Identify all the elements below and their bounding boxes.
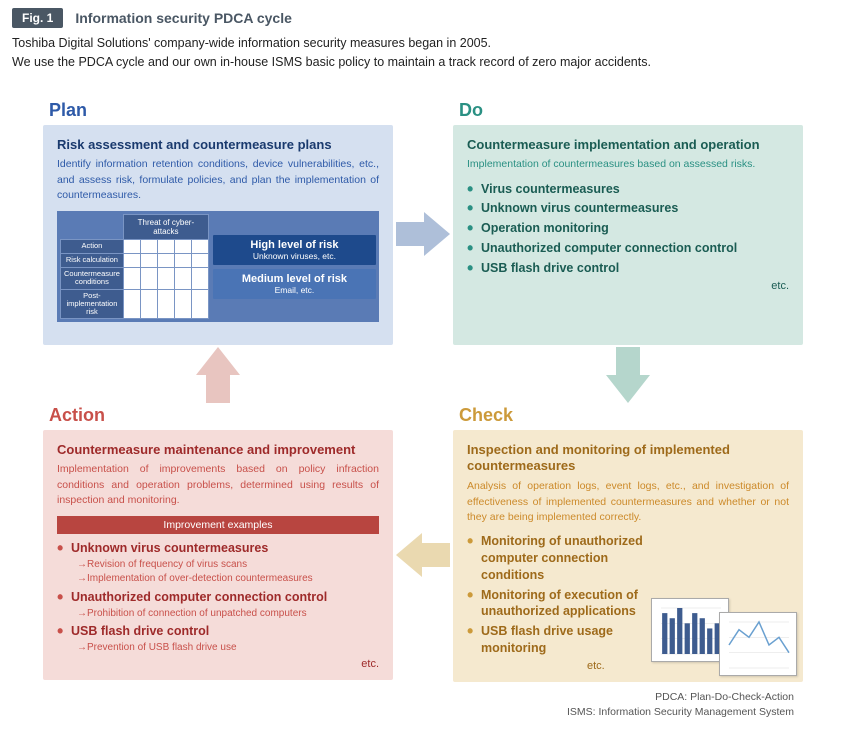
do-label: Do [453,100,803,121]
action-item-1-sub-0: →Prohibition of connection of unpatched … [71,607,379,621]
do-box: Countermeasure implementation and operat… [453,125,803,345]
arrow-plan-do [393,100,453,345]
check-heading: Inspection and monitoring of implemented… [467,442,789,476]
plan-risk-table: Threat of cyber-attacks Action Risk calc… [57,211,379,322]
figure-title: Information security PDCA cycle [75,10,292,26]
action-item-0-sub-0: →Revision of frequency of virus scans [71,558,379,572]
figure-header: Fig. 1 Information security PDCA cycle [12,8,834,28]
intro-text: Toshiba Digital Solutions' company-wide … [12,34,834,72]
do-list: Virus countermeasures Unknown virus count… [467,181,789,277]
plan-label: Plan [43,100,393,121]
action-item-1: Unauthorized computer connection control… [57,589,379,620]
do-item-1: Unknown virus countermeasures [467,200,789,217]
risk-high-tag: High level of risk Unknown viruses, etc. [213,235,376,265]
check-box: Inspection and monitoring of implemented… [453,430,803,683]
do-item-2: Operation monitoring [467,220,789,237]
plan-row-1: Risk calculation [61,254,124,268]
action-heading: Countermeasure maintenance and improveme… [57,442,379,459]
plan-table-header: Threat of cyber-attacks [123,215,208,240]
figure-badge: Fig. 1 [12,8,63,28]
plan-row-2: Countermeasure conditions [61,268,124,290]
footer-line1: PDCA: Plan-Do-Check-Action [12,690,794,705]
do-desc: Implementation of countermeasures based … [467,157,789,172]
arrow-action-plan [43,345,393,405]
mini-line-chart [719,612,797,676]
pdca-grid: Plan Risk assessment and countermeasure … [12,100,834,683]
action-item-0-sub-1: →Implementation of over-detection counte… [71,572,379,586]
arrow-check-action [393,405,453,683]
do-etc: etc. [467,280,789,292]
mini-bar-chart [651,598,729,662]
check-quadrant: Check Inspection and monitoring of imple… [453,405,803,683]
arrow-left-icon [396,529,450,581]
check-label: Check [453,405,803,426]
check-item-0: Monitoring of unauthorized computer conn… [467,533,667,584]
do-item-0: Virus countermeasures [467,181,789,198]
action-label: Action [43,405,393,426]
plan-grid: Threat of cyber-attacks Action Risk calc… [60,214,209,319]
arrow-down-icon [602,347,654,403]
check-list: Monitoring of unauthorized computer conn… [467,533,667,657]
do-item-4: USB flash drive control [467,260,789,277]
check-item-2: USB flash drive usage monitoring [467,623,667,657]
mini-charts [651,604,797,676]
do-quadrant: Do Countermeasure implementation and ope… [453,100,803,345]
arrow-do-check [453,345,803,405]
do-item-3: Unauthorized computer connection control [467,240,789,257]
improvement-bar: Improvement examples [57,516,379,534]
footer-notes: PDCA: Plan-Do-Check-Action ISMS: Informa… [12,690,834,719]
risk-tags: High level of risk Unknown viruses, etc.… [213,214,376,319]
plan-row-0: Action [61,240,124,254]
check-desc: Analysis of operation logs, event logs, … [467,479,789,525]
action-list: Unknown virus countermeasures→Revision o… [57,540,379,655]
action-item-2: USB flash drive control→Prevention of US… [57,623,379,654]
do-heading: Countermeasure implementation and operat… [467,137,789,154]
arrow-right-icon [396,208,450,260]
plan-box: Risk assessment and countermeasure plans… [43,125,393,345]
action-etc: etc. [57,658,379,670]
action-desc: Implementation of improvements based on … [57,462,379,508]
plan-heading: Risk assessment and countermeasure plans [57,137,379,154]
plan-quadrant: Plan Risk assessment and countermeasure … [43,100,393,345]
plan-row-3: Post-implementation risk [61,289,124,319]
action-quadrant: Action Countermeasure maintenance and im… [43,405,393,683]
plan-desc: Identify information retention condition… [57,157,379,203]
risk-med-tag: Medium level of risk Email, etc. [213,269,376,299]
action-item-0: Unknown virus countermeasures→Revision o… [57,540,379,586]
intro-line2: We use the PDCA cycle and our own in-hou… [12,53,834,72]
action-box: Countermeasure maintenance and improveme… [43,430,393,680]
intro-line1: Toshiba Digital Solutions' company-wide … [12,34,834,53]
risk-high-sub: Unknown viruses, etc. [215,251,374,261]
risk-med-sub: Email, etc. [215,285,374,295]
check-item-1: Monitoring of execution of unauthorized … [467,587,667,621]
risk-high-title: High level of risk [215,239,374,251]
arrow-up-icon [192,347,244,403]
action-item-2-sub-0: →Prevention of USB flash drive use [71,641,379,655]
risk-med-title: Medium level of risk [215,273,374,285]
footer-line2: ISMS: Information Security Management Sy… [12,705,794,720]
